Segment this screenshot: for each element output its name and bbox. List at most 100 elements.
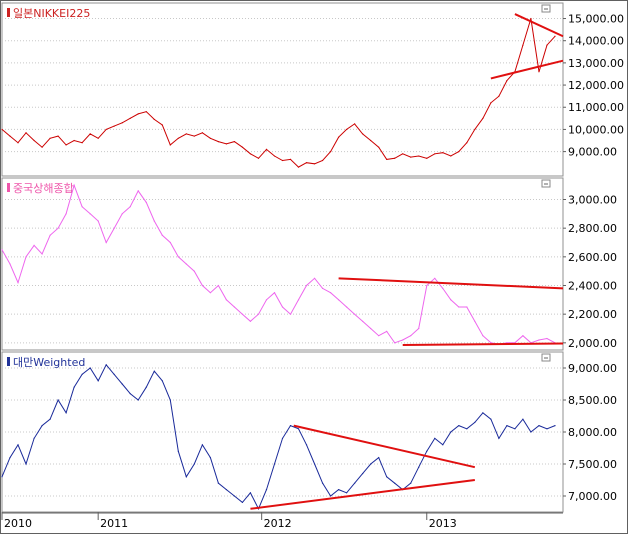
y-tick-label: 15,000.00: [568, 13, 624, 26]
data-point: [426, 284, 428, 287]
data-point: [81, 373, 83, 375]
data-point: [225, 489, 227, 491]
data-point: [554, 425, 556, 427]
data-point: [394, 342, 396, 344]
data-point: [289, 425, 292, 427]
data-point: [129, 206, 131, 208]
data-point: [257, 157, 260, 159]
data-point: [466, 142, 468, 144]
data-point: [522, 44, 524, 46]
data-point: [249, 320, 252, 322]
data-point: [105, 364, 107, 366]
data-point: [434, 277, 436, 279]
data-point: [249, 492, 252, 494]
data-point: [33, 437, 35, 439]
data-point: [426, 450, 428, 452]
series-line: [1, 183, 556, 345]
data-point: [321, 287, 324, 289]
data-point: [81, 142, 83, 144]
data-point: [538, 71, 540, 73]
data-point: [49, 418, 51, 420]
y-tick-label: 2,000.00: [568, 337, 617, 350]
panel-title: 대만Weighted: [13, 356, 85, 369]
data-point: [177, 450, 179, 452]
y-tick-label: 8,000.00: [568, 426, 617, 439]
data-point: [313, 463, 316, 465]
data-point: [249, 153, 252, 155]
legend-marker: [7, 8, 10, 17]
plot-area: [1, 177, 564, 351]
data-point: [338, 136, 340, 138]
data-point: [418, 327, 420, 330]
legend-marker: [7, 183, 10, 192]
data-point: [217, 141, 219, 143]
data-point: [241, 501, 244, 503]
data-point: [129, 117, 131, 119]
trendline: [250, 479, 475, 510]
data-point: [265, 148, 268, 150]
y-tick-label: 7,500.00: [568, 458, 617, 471]
data-point: [137, 113, 139, 115]
y-tick-label: 2,200.00: [568, 308, 617, 321]
data-point: [97, 380, 99, 382]
data-point: [506, 425, 508, 427]
data-point: [161, 124, 163, 126]
panel-title: 일본NIKKEI225: [13, 6, 90, 20]
data-point: [201, 132, 203, 134]
data-point: [265, 489, 268, 491]
data-point: [57, 135, 59, 137]
data-point: [9, 263, 11, 265]
data-point: [73, 386, 75, 388]
data-point: [145, 111, 147, 113]
data-point: [466, 428, 468, 430]
x-tick-label: 2013: [429, 517, 457, 530]
data-point: [546, 428, 548, 430]
y-tick-label: 8,500.00: [568, 394, 617, 407]
data-point: [297, 166, 300, 168]
data-point: [313, 163, 316, 165]
data-point: [321, 482, 324, 484]
data-point: [370, 463, 372, 465]
data-point: [546, 44, 548, 46]
data-point: [313, 277, 316, 279]
data-point: [185, 263, 187, 265]
data-point: [105, 128, 107, 131]
data-point: [177, 137, 179, 139]
data-point: [233, 306, 236, 308]
data-point: [354, 313, 356, 315]
data-point: [378, 146, 380, 148]
data-point: [89, 133, 91, 135]
data-point: [289, 313, 292, 315]
trendline: [490, 59, 564, 80]
trendline: [402, 342, 564, 346]
data-point: [490, 418, 492, 420]
data-point: [209, 137, 211, 139]
y-tick-label: 10,000.00: [568, 123, 624, 136]
data-point: [281, 306, 284, 308]
data-point: [89, 213, 91, 215]
data-point: [9, 135, 11, 137]
panel-3: 9,000.00 8,500.00 8,000.00 7,500.00 7,000.00…: [1, 351, 617, 530]
trendline: [514, 13, 564, 38]
data-point: [370, 139, 372, 142]
data-point: [121, 383, 123, 385]
data-point: [1, 476, 3, 478]
data-point: [289, 158, 292, 160]
data-point: [41, 146, 43, 148]
data-point: [450, 299, 452, 301]
data-point: [458, 425, 460, 427]
data-point: [506, 80, 508, 82]
y-tick-label: 2,600.00: [568, 251, 617, 264]
data-point: [257, 313, 260, 315]
data-point: [105, 241, 107, 244]
data-point: [113, 373, 115, 375]
data-point: [362, 473, 364, 475]
data-point: [1, 249, 3, 251]
data-point: [378, 457, 380, 459]
data-point: [89, 367, 91, 369]
data-point: [418, 466, 420, 468]
panel-title: 중국상해종합: [13, 181, 74, 195]
data-point: [73, 184, 75, 186]
